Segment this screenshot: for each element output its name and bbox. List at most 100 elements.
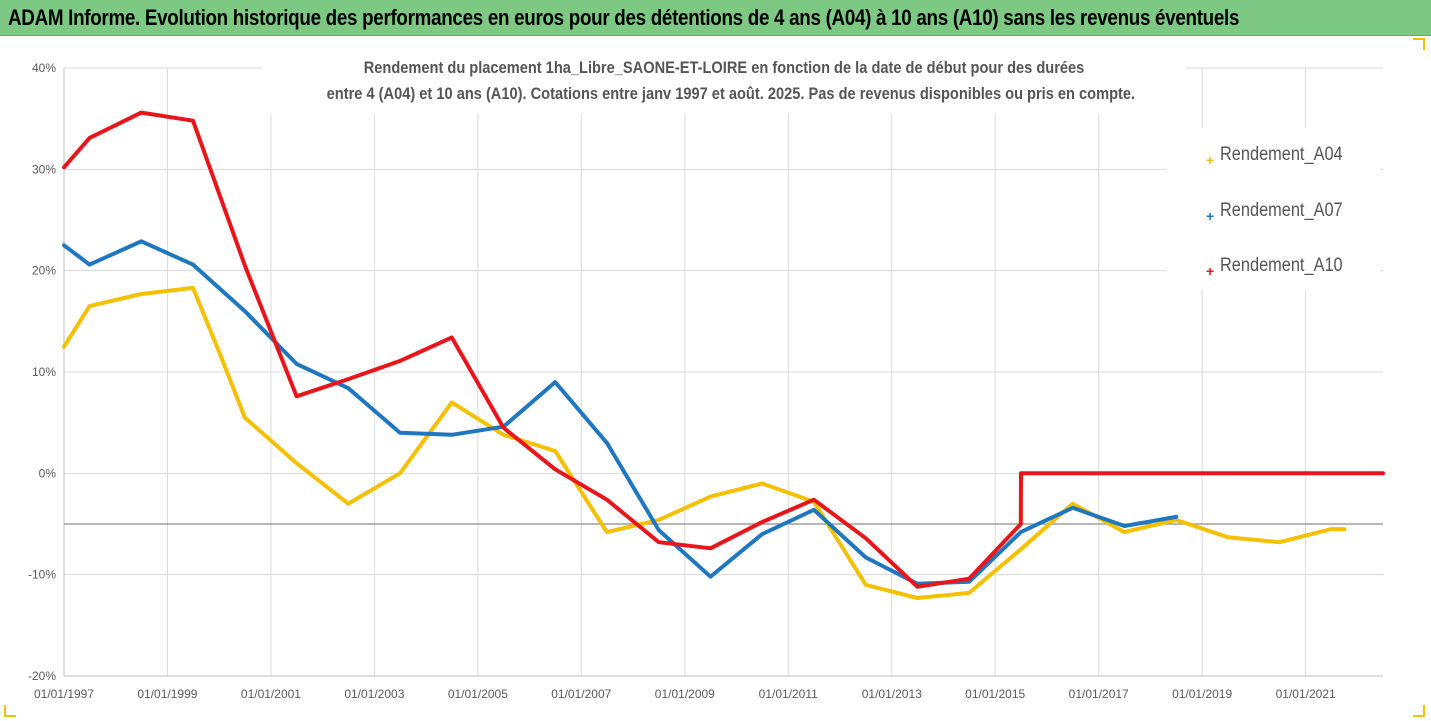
series-line-rendement-a04: [62, 285, 1347, 600]
data-point-rendement-a04: [139, 292, 143, 296]
data-point-rendement-a04: [295, 461, 299, 465]
x-tick-label: 01/01/2001: [241, 687, 301, 701]
chart-title-line-2: entre 4 (A04) et 10 ans (A10). Cotations…: [326, 84, 1136, 103]
legend-marker-a07: +: [1206, 208, 1215, 224]
data-point-rendement-a04: [760, 481, 764, 485]
x-tick-label: 01/01/2009: [655, 687, 715, 701]
data-point-rendement-a07: [450, 433, 454, 437]
data-point-rendement-a07: [139, 239, 143, 243]
data-point-rendement-a07: [967, 580, 971, 584]
data-point-rendement-a04: [1226, 535, 1230, 539]
data-point-rendement-a04: [450, 400, 454, 404]
y-tick-label: 10%: [32, 365, 56, 379]
legend-marker-a04: +: [1206, 152, 1215, 168]
series-line-rendement-a10: [62, 110, 1385, 589]
data-point-rendement-a07: [62, 243, 66, 247]
data-point-rendement-a10: [1019, 471, 1023, 475]
data-point-rendement-a04: [915, 596, 919, 600]
data-point-rendement-a10: [553, 467, 557, 471]
data-point-rendement-a04: [605, 530, 609, 534]
y-tick-label: 0%: [39, 466, 57, 480]
data-point-rendement-a07: [1174, 515, 1178, 519]
data-point-rendement-a07: [553, 380, 557, 384]
frame-corner-top-right: [1413, 38, 1425, 50]
data-point-rendement-a07: [88, 263, 92, 267]
data-point-rendement-a07: [812, 508, 816, 512]
frame-corner-bottom-left: [4, 705, 16, 717]
data-point-rendement-a10: [191, 119, 195, 123]
data-point-rendement-a04: [243, 416, 247, 420]
chart-title-box: Rendement du placement 1ha_Libre_SAONE-E…: [262, 52, 1186, 114]
y-tick-label: 40%: [32, 61, 56, 75]
data-point-rendement-a04: [1329, 527, 1333, 531]
data-point-rendement-a10: [864, 536, 868, 540]
data-point-rendement-a10: [967, 577, 971, 581]
chart-legend: + Rendement_A04 + Rendement_A07 + Rendem…: [1166, 128, 1380, 290]
data-point-rendement-a04: [398, 471, 402, 475]
series-line-rendement-a07: [62, 239, 1179, 586]
data-point-rendement-a04: [1019, 547, 1023, 551]
y-tick-label: -20%: [28, 669, 56, 683]
x-tick-label: 01/01/2021: [1276, 687, 1336, 701]
x-tick-label: 01/01/2003: [344, 687, 404, 701]
data-point-rendement-a10: [295, 394, 299, 398]
data-point-rendement-a10: [346, 377, 350, 381]
data-point-rendement-a10: [1381, 471, 1385, 475]
chart-title-line-1: Rendement du placement 1ha_Libre_SAONE-E…: [363, 58, 1085, 77]
data-point-rendement-a10: [708, 546, 712, 550]
x-tick-label: 01/01/1999: [137, 687, 197, 701]
data-point-rendement-a04: [1122, 530, 1126, 534]
data-point-rendement-a07: [708, 575, 712, 579]
data-point-rendement-a04: [657, 518, 661, 522]
data-point-rendement-a10: [760, 520, 764, 524]
data-point-rendement-a10: [915, 585, 919, 589]
x-tick-label: 01/01/2017: [1069, 687, 1129, 701]
data-point-rendement-a04: [708, 495, 712, 499]
data-point-rendement-a07: [295, 362, 299, 366]
data-point-rendement-a04: [864, 583, 868, 587]
data-point-rendement-a07: [346, 386, 350, 390]
x-tick-label: 01/01/2015: [965, 687, 1025, 701]
data-point-rendement-a04: [553, 449, 557, 453]
y-tick-label: -10%: [28, 568, 56, 582]
data-point-rendement-a07: [243, 309, 247, 313]
data-point-rendement-a07: [191, 263, 195, 267]
page-title: ADAM Informe. Evolution historique des p…: [8, 5, 1240, 30]
data-point-rendement-a10: [398, 359, 402, 363]
data-point-rendement-a10: [657, 540, 661, 544]
frame-corner-bottom-right: [1413, 705, 1425, 717]
data-point-rendement-a04: [346, 502, 350, 506]
y-tick-label: 30%: [32, 162, 56, 176]
data-point-rendement-a10: [812, 498, 816, 502]
x-tick-label: 01/01/2013: [862, 687, 922, 701]
data-point-rendement-a10: [243, 264, 247, 268]
data-point-rendement-a07: [1019, 530, 1023, 534]
data-point-rendement-a10: [605, 498, 609, 502]
data-point-rendement-a07: [657, 528, 661, 532]
data-point-rendement-a10: [1019, 522, 1023, 526]
legend-label-a04: Rendement_A04: [1220, 144, 1343, 165]
data-point-rendement-a04: [1278, 540, 1282, 544]
x-tick-label: 01/01/2005: [448, 687, 508, 701]
legend-label-a07: Rendement_A07: [1220, 200, 1343, 221]
x-tick-label: 01/01/2011: [759, 687, 818, 701]
data-point-rendement-a04: [62, 345, 66, 349]
legend-marker-a10: +: [1206, 263, 1215, 279]
data-point-rendement-a10: [450, 336, 454, 340]
data-point-rendement-a04: [1342, 527, 1346, 531]
legend-label-a10: Rendement_A10: [1220, 255, 1343, 276]
data-point-rendement-a10: [88, 136, 92, 140]
data-point-rendement-a07: [1122, 524, 1126, 528]
x-tick-label: 01/01/2007: [551, 687, 611, 701]
y-tick-label: 20%: [32, 264, 56, 278]
data-point-rendement-a04: [88, 304, 92, 308]
x-tick-label: 01/01/1997: [34, 687, 94, 701]
data-point-rendement-a07: [1071, 506, 1075, 510]
data-point-rendement-a04: [1174, 518, 1178, 522]
x-tick-label: 01/01/2019: [1172, 687, 1232, 701]
data-point-rendement-a07: [864, 555, 868, 559]
header-bar: ADAM Informe. Evolution historique des p…: [0, 0, 1431, 36]
data-point-rendement-a04: [217, 350, 221, 354]
data-point-rendement-a07: [398, 431, 402, 435]
